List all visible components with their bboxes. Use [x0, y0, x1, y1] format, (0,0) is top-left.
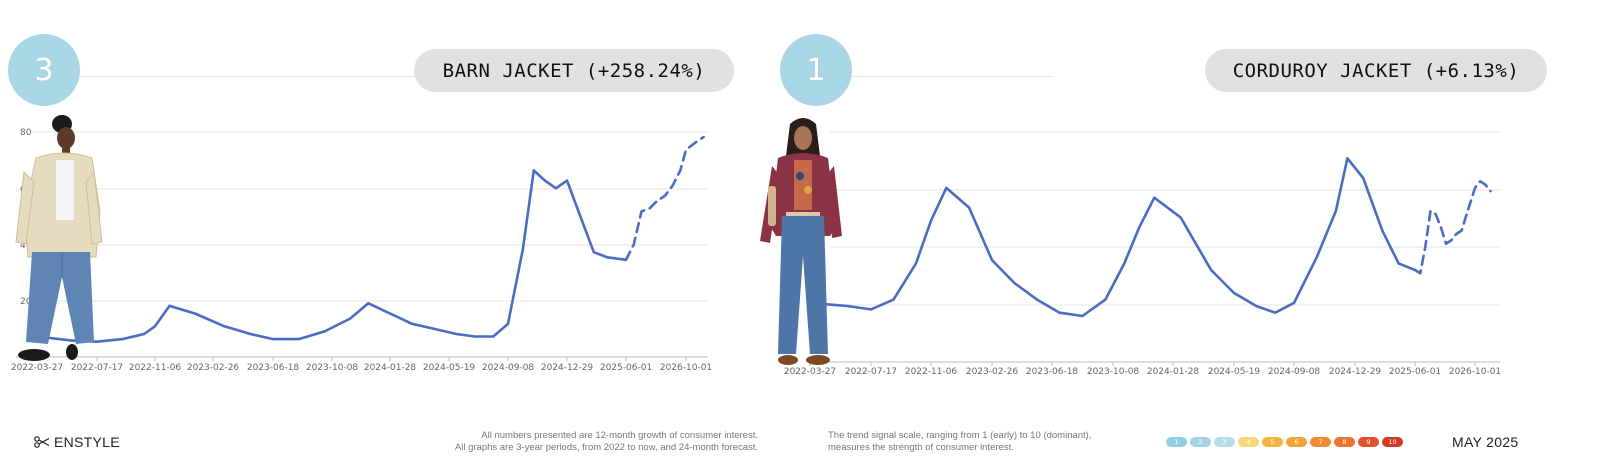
scissors-icon	[34, 436, 50, 448]
x-tick-label: 2022-11-06	[129, 363, 182, 373]
x-tick-label: 2024-05-19	[1208, 367, 1261, 377]
forecast-line	[624, 135, 705, 262]
note-line: The trend signal scale, ranging from 1 (…	[828, 430, 1092, 441]
scale-level-4: 4	[1238, 437, 1259, 447]
trend-title: CORDUROY JACKET (+6.13%)	[1205, 49, 1547, 92]
x-tick-label: 2024-12-29	[541, 363, 594, 373]
x-tick-label: 2024-01-28	[364, 363, 417, 373]
x-tick-label: 2025-06-01	[600, 363, 652, 373]
x-tick-label: 2024-09-08	[1268, 367, 1321, 377]
trend-signal-scale: 1 2 3 4 5 6 7 8 9 10	[1166, 437, 1403, 447]
y-tick-label: 80	[20, 128, 32, 138]
history-line	[808, 157, 1417, 318]
brand-name: ENSTYLE	[54, 434, 120, 450]
x-tick-label: 2024-05-19	[423, 363, 476, 373]
header-rule	[852, 76, 1054, 77]
scale-level-10: 10	[1382, 437, 1403, 447]
scale-level-6: 6	[1286, 437, 1307, 447]
scale-level-1: 1	[1166, 437, 1187, 447]
methodology-note: All numbers presented are 12-month growt…	[338, 430, 758, 454]
scale-level-8: 8	[1334, 437, 1355, 447]
x-tick-label: 2022-07-17	[71, 363, 123, 373]
note-line: All graphs are 3-year periods, from 2022…	[454, 442, 758, 453]
footer: ENSTYLE All numbers presented are 12-mon…	[0, 410, 1600, 475]
note-line: All numbers presented are 12-month growt…	[481, 430, 758, 441]
x-tick-label: 2026-10-01	[1449, 367, 1501, 377]
scale-note: The trend signal scale, ranging from 1 (…	[828, 430, 1148, 454]
x-tick-label: 2023-06-18	[247, 363, 300, 373]
x-tick-label: 2026-10-01	[660, 363, 712, 373]
y-tick-label: 20	[20, 297, 32, 307]
x-tick-label: 2022-11-06	[905, 367, 958, 377]
x-tick-label: 2024-12-29	[1329, 367, 1382, 377]
x-tick-label: 2025-06-01	[1389, 367, 1441, 377]
x-tick-label: 2022-03-27	[11, 363, 63, 373]
x-tick-label: 2023-02-26	[966, 367, 1019, 377]
header-rule	[80, 76, 420, 77]
trend-chart: 204060802022-03-272022-07-172022-11-0620…	[11, 128, 712, 373]
x-tick-label: 2023-10-08	[306, 363, 359, 373]
rank-badge: 1	[780, 34, 852, 106]
scale-level-9: 9	[1358, 437, 1379, 447]
note-line: measures the strength of consumer intere…	[828, 442, 1014, 453]
model-photo-barn-jacket	[15, 115, 103, 361]
rank-badge: 3	[8, 34, 80, 106]
y-tick-label: 40	[20, 241, 32, 251]
trend-panel-barn-jacket: 3 BARN JACKET (+258.24%) 204060802022-03…	[0, 0, 780, 400]
scale-level-3: 3	[1214, 437, 1235, 447]
brand: ENSTYLE	[34, 434, 120, 450]
x-tick-label: 2024-01-28	[1147, 367, 1200, 377]
scale-level-2: 2	[1190, 437, 1211, 447]
trend-panel-corduroy-jacket: 1 CORDUROY JACKET (+6.13%) 2022-03-27 202…	[760, 0, 1580, 400]
x-tick-label: 2023-10-08	[1087, 367, 1140, 377]
x-tick-label: 2022-03-27	[784, 367, 836, 377]
trend-title: BARN JACKET (+258.24%)	[414, 49, 734, 92]
model-photo-corduroy-jacket	[760, 118, 842, 365]
report-date: MAY 2025	[1452, 434, 1519, 450]
scale-level-5: 5	[1262, 437, 1283, 447]
x-tick-label: 2024-09-08	[482, 363, 535, 373]
x-tick-label: 2022-07-17	[845, 367, 897, 377]
x-tick-label: 2023-02-26	[187, 363, 240, 373]
history-line	[35, 169, 628, 343]
forecast-line	[1413, 180, 1492, 275]
trend-chart: 2022-03-27 2022-07-17 2022-11-06 2023-02-26…	[784, 131, 1501, 377]
x-tick-label: 2023-06-18	[1026, 367, 1079, 377]
scale-level-7: 7	[1310, 437, 1331, 447]
